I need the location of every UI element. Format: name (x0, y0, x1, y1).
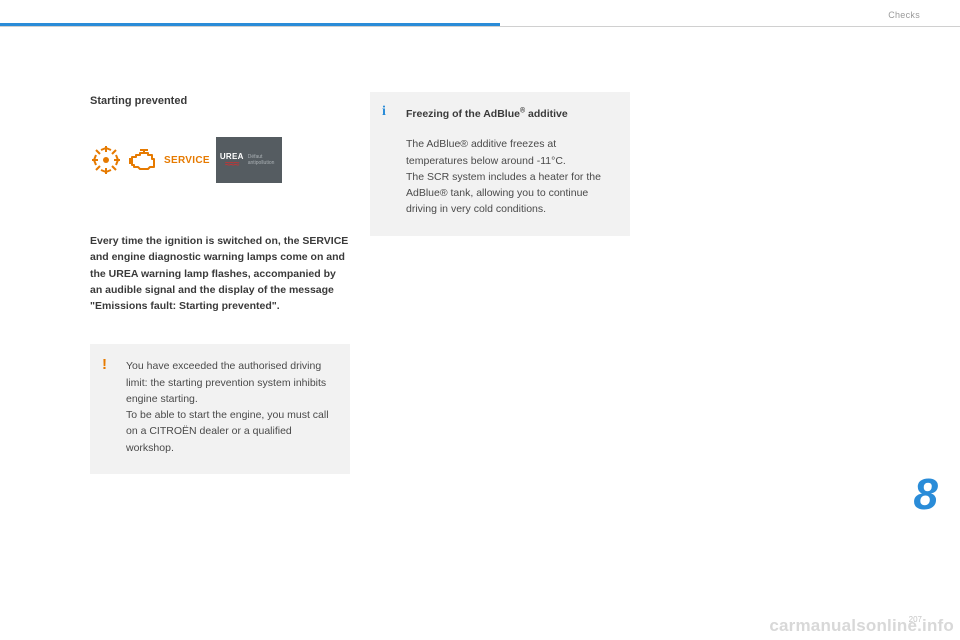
watermark: carmanualsonline.info (769, 616, 954, 636)
info-box-title: Freezing of the AdBlue® additive (406, 106, 614, 122)
urea-inner: UREA ≈≈≈ (220, 152, 244, 168)
warning-box: ! You have exceeded the authorised drivi… (90, 344, 350, 474)
left-column: Starting prevented SERVICE (90, 95, 350, 474)
info-box-content: Freezing of the AdBlue® additive The AdB… (406, 106, 614, 218)
chapter-number: 8 (914, 470, 938, 520)
info-box: i Freezing of the AdBlue® additive The A… (370, 92, 630, 236)
info-title-post: additive (525, 108, 568, 120)
exclamation-icon: ! (102, 356, 107, 373)
body-paragraph: Every time the ignition is switched on, … (90, 233, 350, 314)
urea-right-text: Défaut antipollution (248, 154, 275, 166)
info-title-pre: Freezing of the AdBlue (406, 108, 520, 120)
section-label: Checks (888, 10, 920, 20)
starburst-icon (90, 144, 122, 176)
info-box-body: The AdBlue® additive freezes at temperat… (406, 136, 614, 217)
warning-icon-row: SERVICE UREA ≈≈≈ Défaut antipollution (90, 135, 350, 185)
urea-box: UREA ≈≈≈ Défaut antipollution (216, 137, 282, 183)
heading-starting-prevented: Starting prevented (90, 95, 350, 107)
urea-wave-icon: ≈≈≈ (225, 161, 238, 168)
top-divider (0, 26, 960, 27)
service-label: SERVICE (164, 155, 210, 166)
warning-box-text: You have exceeded the authorised driving… (126, 358, 334, 456)
urea-right-line2: antipollution (248, 160, 275, 166)
info-icon: i (382, 104, 386, 120)
engine-icon (128, 147, 158, 173)
right-column: i Freezing of the AdBlue® additive The A… (370, 92, 630, 236)
